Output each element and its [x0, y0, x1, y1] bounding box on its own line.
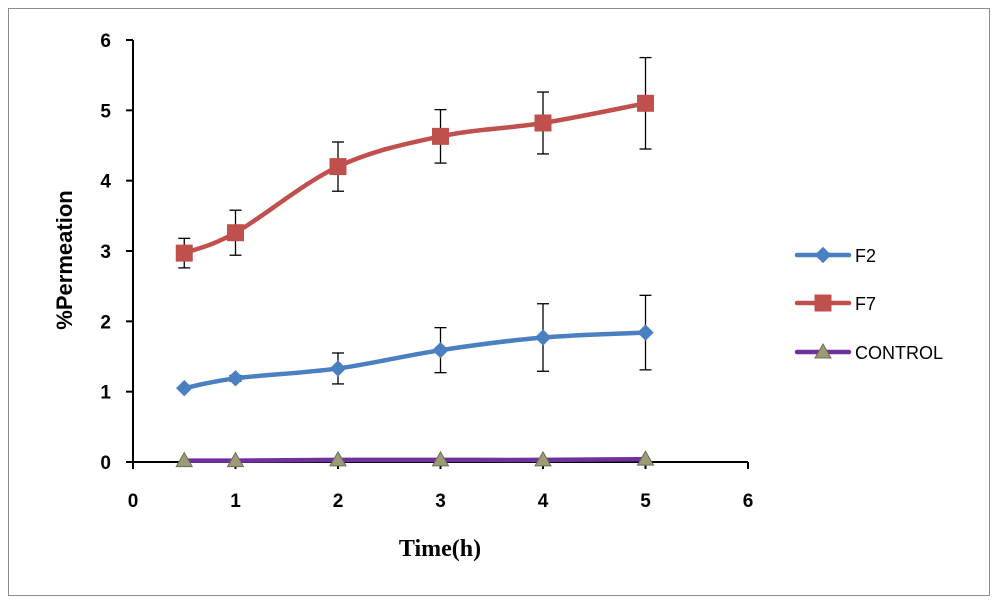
y-tick-label: 2: [100, 312, 111, 333]
f7-data-point: [637, 94, 654, 112]
f2-data-point: [432, 341, 449, 359]
f2-data-point: [176, 379, 193, 397]
legend: F2 F7 CONTROL: [794, 246, 943, 363]
y-tick-label: 6: [100, 31, 111, 52]
series-lines: [182, 101, 648, 463]
y-tick-label: 4: [100, 172, 111, 193]
y-axis-label: %Permeation: [52, 190, 77, 329]
y-tick-label: 3: [100, 242, 111, 263]
x-tick-label: 3: [435, 491, 446, 512]
legend-label-control: CONTROL: [855, 343, 943, 363]
control-series-line: [182, 456, 648, 463]
f2-series-line: [182, 330, 648, 391]
axes: 0 1 2 3 4 5 6 0 1 2 3 4 5 6: [100, 31, 753, 512]
f7-data-point: [432, 127, 449, 145]
f7-data-point: [227, 224, 244, 242]
f2-data-point: [637, 324, 654, 341]
x-tick-label: 4: [538, 491, 549, 512]
f2-data-point: [227, 370, 244, 387]
series-markers: [175, 94, 655, 468]
control-data-point: [431, 450, 450, 467]
x-tick-label: 5: [640, 491, 651, 512]
f7-data-point: [329, 158, 347, 176]
x-tick-label: 2: [333, 491, 344, 512]
legend-marker-f7: [814, 294, 832, 312]
x-tick-label: 6: [743, 491, 754, 512]
y-tick-label: 5: [100, 101, 111, 122]
control-data-point: [226, 451, 245, 468]
control-data-point: [175, 451, 194, 468]
x-tick-label: 0: [128, 491, 139, 512]
f7-series-line: [182, 101, 648, 256]
legend-label-f7: F7: [855, 294, 876, 314]
f2-data-point: [329, 360, 347, 377]
legend-label-f2: F2: [855, 246, 876, 266]
control-data-point: [534, 450, 552, 467]
f2-data-point: [534, 329, 552, 346]
f7-data-point: [534, 114, 552, 132]
legend-marker-control: [814, 342, 832, 359]
x-axis-label: Time(h): [399, 536, 481, 562]
legend-marker-f2: [814, 246, 832, 264]
control-data-point: [329, 450, 347, 467]
f7-data-point: [175, 244, 193, 262]
y-tick-label: 0: [100, 453, 111, 474]
x-tick-label: 1: [230, 491, 241, 512]
y-tick-label: 1: [100, 383, 111, 404]
control-data-point: [636, 450, 655, 466]
